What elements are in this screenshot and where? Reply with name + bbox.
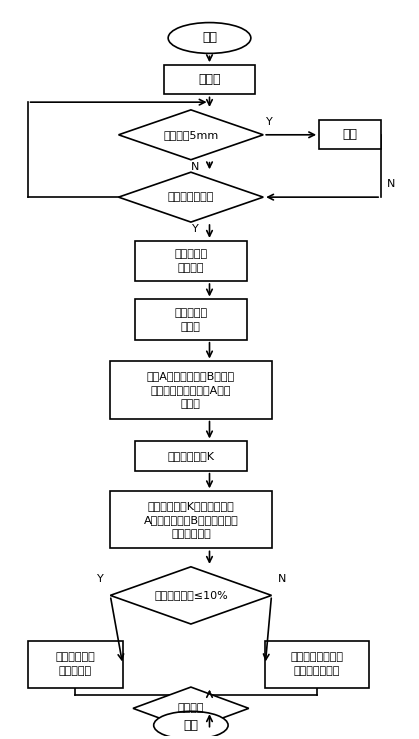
Text: 开始: 开始 [202,32,217,44]
Polygon shape [133,687,249,729]
FancyBboxPatch shape [135,241,247,281]
FancyBboxPatch shape [135,299,247,340]
Text: 利用调整系数K，等比例调节
A电机的转速和B电机转速，补
偿变化的胶量: 利用调整系数K，等比例调节 A电机的转速和B电机转速，补 偿变化的胶量 [144,501,238,539]
Text: 行程结束: 行程结束 [178,704,204,713]
FancyBboxPatch shape [319,120,381,149]
Text: N: N [387,179,396,189]
Text: 转速最终校正
值保持不变: 转速最终校正 值保持不变 [55,653,95,676]
Text: N: N [191,162,199,172]
Text: 依据A气缸的推杆和B气缸的
推杆的位置差，调整A电机
的转速: 依据A气缸的推杆和B气缸的 推杆的位置差，调整A电机 的转速 [147,371,235,409]
FancyBboxPatch shape [110,361,272,418]
Text: 行程差超5mm: 行程差超5mm [163,130,219,140]
Text: Y: Y [192,225,199,234]
Text: 计算当前输
出胶量: 计算当前输 出胶量 [174,307,207,332]
FancyBboxPatch shape [265,641,369,688]
Text: 结束: 结束 [184,719,198,732]
FancyBboxPatch shape [135,441,247,471]
Polygon shape [110,567,272,624]
Text: 转速最终校正值为
参数调整极限值: 转速最终校正值为 参数调整极限值 [290,653,344,676]
Text: Y: Y [97,574,104,585]
Ellipse shape [168,23,251,53]
Text: N: N [278,574,286,585]
Text: 设置调整系数K: 设置调整系数K [168,451,215,461]
Polygon shape [119,172,263,222]
Text: 转速调整幅度≤10%: 转速调整幅度≤10% [154,590,228,600]
Text: 到达校准标志位: 到达校准标志位 [168,192,214,202]
FancyBboxPatch shape [28,641,123,688]
Text: 获取转速和
位置参数: 获取转速和 位置参数 [174,249,207,273]
Text: 报警: 报警 [343,129,357,141]
Polygon shape [119,110,263,160]
Text: 初始化: 初始化 [198,73,221,86]
Text: Y: Y [266,117,273,126]
FancyBboxPatch shape [164,65,255,95]
FancyBboxPatch shape [110,491,272,548]
Ellipse shape [154,711,228,739]
